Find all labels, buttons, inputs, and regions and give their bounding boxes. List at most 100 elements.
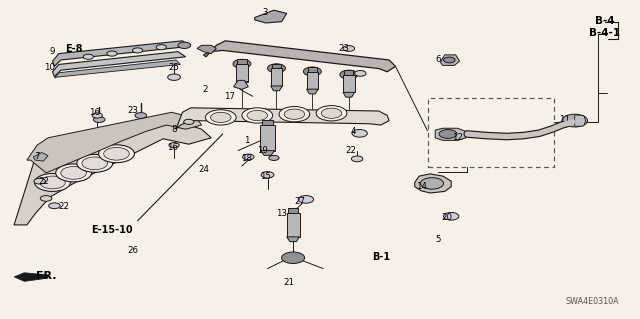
- Polygon shape: [575, 115, 586, 126]
- Bar: [271, 68, 282, 86]
- Polygon shape: [343, 93, 355, 97]
- Text: SWA4E0310A: SWA4E0310A: [566, 297, 620, 306]
- Circle shape: [35, 174, 70, 191]
- Text: FR.: FR.: [36, 271, 56, 281]
- Text: 23: 23: [127, 106, 139, 115]
- Circle shape: [107, 51, 117, 56]
- Text: 1: 1: [244, 136, 249, 145]
- Bar: [236, 64, 248, 81]
- Text: 21: 21: [284, 278, 295, 287]
- Text: 16: 16: [167, 143, 179, 152]
- Circle shape: [355, 70, 366, 76]
- Text: 17: 17: [223, 92, 235, 101]
- Text: B-1: B-1: [372, 252, 390, 262]
- Circle shape: [279, 107, 310, 122]
- Bar: [344, 70, 353, 75]
- Bar: [308, 67, 317, 72]
- Text: 24: 24: [198, 165, 209, 174]
- Polygon shape: [14, 273, 48, 281]
- Circle shape: [420, 178, 444, 189]
- Circle shape: [178, 42, 191, 48]
- Text: 22: 22: [58, 202, 70, 211]
- Bar: [288, 208, 298, 213]
- Circle shape: [444, 57, 455, 63]
- Circle shape: [268, 64, 285, 73]
- Polygon shape: [287, 237, 300, 242]
- Text: 27: 27: [294, 197, 305, 206]
- Circle shape: [104, 147, 129, 160]
- Circle shape: [298, 196, 314, 203]
- Text: 18: 18: [241, 154, 252, 163]
- Polygon shape: [27, 112, 202, 173]
- Circle shape: [316, 106, 347, 121]
- Circle shape: [242, 108, 273, 123]
- Text: 25: 25: [168, 63, 180, 72]
- Circle shape: [343, 46, 355, 51]
- Polygon shape: [54, 60, 180, 78]
- Text: E-15-10: E-15-10: [91, 225, 133, 235]
- Polygon shape: [415, 174, 451, 193]
- Bar: [307, 71, 318, 89]
- Text: E-8: E-8: [65, 44, 83, 55]
- Circle shape: [444, 212, 459, 220]
- Circle shape: [135, 113, 147, 118]
- Circle shape: [184, 119, 194, 124]
- Circle shape: [340, 70, 358, 79]
- Polygon shape: [52, 41, 191, 66]
- Text: B-4: B-4: [595, 16, 614, 26]
- Polygon shape: [260, 151, 275, 155]
- Polygon shape: [197, 45, 216, 54]
- Polygon shape: [14, 122, 211, 225]
- Text: 22: 22: [345, 146, 356, 155]
- Polygon shape: [271, 86, 282, 91]
- Bar: [262, 120, 273, 125]
- Circle shape: [261, 172, 274, 178]
- Circle shape: [352, 130, 367, 137]
- Text: 13: 13: [276, 209, 287, 218]
- Circle shape: [40, 196, 52, 201]
- Circle shape: [82, 157, 108, 170]
- Circle shape: [49, 203, 60, 209]
- Text: 5: 5: [436, 235, 441, 244]
- Polygon shape: [440, 55, 460, 65]
- Circle shape: [56, 164, 92, 182]
- Circle shape: [211, 112, 231, 122]
- Circle shape: [321, 108, 342, 118]
- Polygon shape: [204, 41, 396, 72]
- Circle shape: [562, 114, 588, 127]
- Bar: [260, 125, 275, 151]
- Circle shape: [92, 113, 102, 118]
- Bar: [237, 59, 246, 64]
- Text: 26: 26: [127, 246, 139, 255]
- Circle shape: [132, 48, 143, 53]
- Circle shape: [168, 74, 180, 80]
- Text: 19: 19: [257, 146, 268, 155]
- Text: 16: 16: [89, 108, 100, 117]
- Text: 8: 8: [172, 125, 177, 134]
- Circle shape: [99, 145, 134, 163]
- Text: 20: 20: [441, 213, 452, 222]
- Text: 6: 6: [436, 55, 441, 63]
- Polygon shape: [255, 10, 287, 23]
- Text: 9: 9: [50, 47, 55, 56]
- Circle shape: [156, 45, 166, 50]
- Text: 23: 23: [339, 44, 350, 53]
- Polygon shape: [234, 80, 248, 89]
- Bar: [428, 98, 554, 167]
- Circle shape: [439, 130, 457, 138]
- Polygon shape: [52, 52, 186, 77]
- Text: B-4-1: B-4-1: [589, 28, 620, 39]
- Bar: [343, 75, 355, 93]
- Circle shape: [269, 155, 279, 160]
- Polygon shape: [435, 128, 466, 140]
- Circle shape: [233, 59, 251, 68]
- Text: 4: 4: [351, 127, 356, 136]
- Text: 3: 3: [263, 8, 268, 17]
- Text: 7: 7: [35, 152, 40, 161]
- Circle shape: [247, 110, 268, 121]
- Text: 15: 15: [260, 172, 271, 181]
- Polygon shape: [236, 81, 248, 86]
- Text: 10: 10: [44, 63, 56, 72]
- Circle shape: [282, 252, 305, 263]
- Circle shape: [93, 117, 105, 122]
